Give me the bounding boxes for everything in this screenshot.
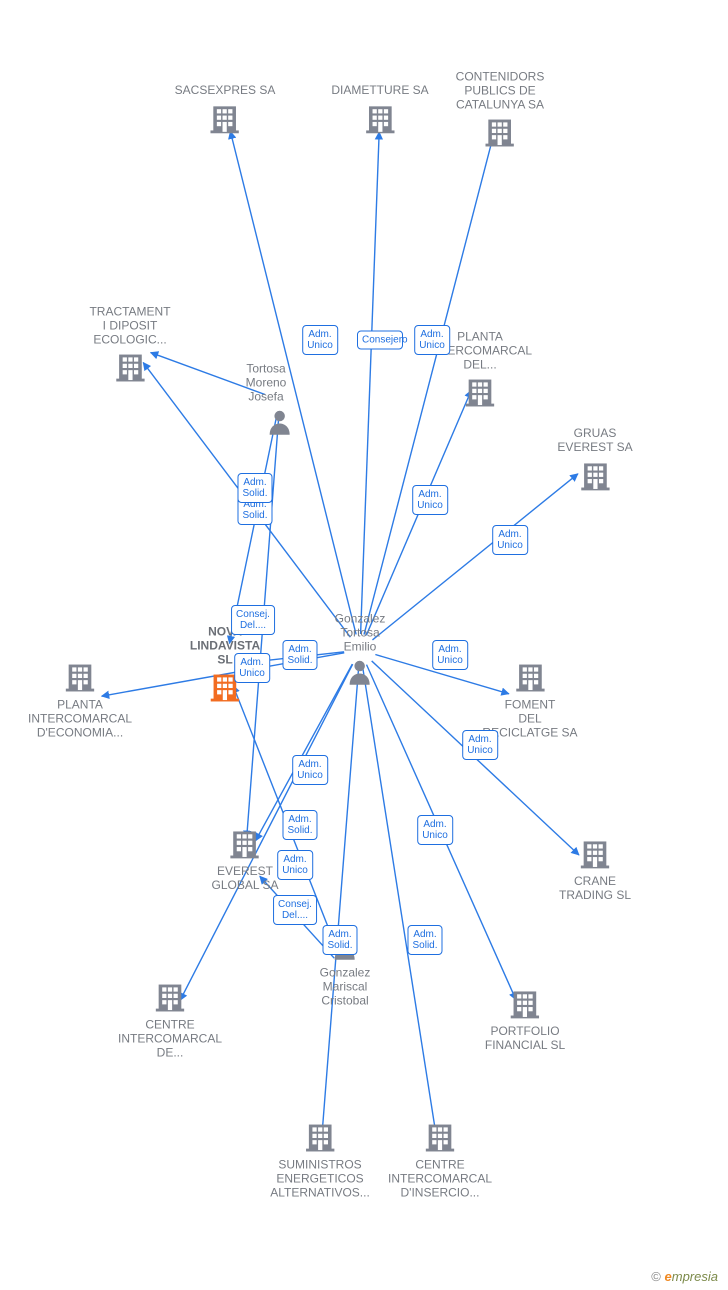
- edge-label: Adm. Solid.: [407, 925, 442, 955]
- building-icon: [89, 351, 170, 385]
- person-icon: [260, 408, 301, 438]
- edge-label: Adm. Solid.: [282, 640, 317, 670]
- company-node-contenidors[interactable]: CONTENIDORS PUBLICS DE CATALUNYA SA: [456, 70, 545, 149]
- person-node-gonzalez_emilio[interactable]: Gonzalez Tortosa Emilio: [335, 612, 386, 687]
- edge-label: Consej. Del....: [273, 895, 317, 925]
- node-label: Gonzalez Tortosa Emilio: [335, 612, 386, 653]
- edge-label: Adm. Solid.: [237, 473, 272, 503]
- company-node-diametture[interactable]: DIAMETTURE SA: [331, 84, 428, 136]
- building-icon: [428, 376, 532, 410]
- node-label: Gonzalez Mariscal Cristobal: [320, 966, 371, 1007]
- edge-label: Adm. Solid.: [322, 925, 357, 955]
- node-label: PLANTA INTERCOMARCAL D'ECONOMIA...: [28, 698, 132, 739]
- node-label: PORTFOLIO FINANCIAL SL: [485, 1025, 565, 1053]
- footer-credit: © empresia: [651, 1269, 718, 1284]
- building-icon: [482, 660, 577, 694]
- node-label: GRUAS EVEREST SA: [557, 427, 632, 455]
- building-icon: [118, 980, 222, 1014]
- node-label: TRACTAMENT I DIPOSIT ECOLOGIC...: [89, 305, 170, 346]
- building-icon: [388, 1120, 492, 1154]
- company-node-planta_eco[interactable]: PLANTA INTERCOMARCAL D'ECONOMIA...: [28, 660, 132, 739]
- company-node-suministros[interactable]: SUMINISTROS ENERGETICOS ALTERNATIVOS...: [270, 1120, 370, 1199]
- company-node-foment[interactable]: FOMENT DEL RECICLATGE SA: [482, 660, 577, 739]
- edge-label: Adm. Unico: [414, 325, 450, 355]
- edge-label: Adm. Unico: [417, 815, 453, 845]
- company-node-centre_de[interactable]: CENTRE INTERCOMARCAL DE...: [118, 980, 222, 1059]
- diagram-canvas: SACSEXPRES SA DIAMETTURE SA CONTENIDORS …: [0, 0, 728, 1290]
- edge-label: Adm. Unico: [432, 640, 468, 670]
- company-node-portfolio[interactable]: PORTFOLIO FINANCIAL SL: [485, 987, 565, 1053]
- edge-label: Consej. Del....: [231, 605, 275, 635]
- edge-label: Adm. Unico: [292, 755, 328, 785]
- edge-label: Adm. Unico: [302, 325, 338, 355]
- node-label: CRANE TRADING SL: [559, 875, 631, 903]
- edge-line: [362, 666, 436, 1138]
- building-icon: [175, 102, 276, 136]
- person-icon: [335, 658, 386, 688]
- node-label: DIAMETTURE SA: [331, 84, 428, 98]
- building-icon: [270, 1120, 370, 1154]
- building-icon: [557, 459, 632, 493]
- edge-label: Adm. Unico: [277, 850, 313, 880]
- company-node-centre_ins[interactable]: CENTRE INTERCOMARCAL D'INSERCIO...: [388, 1120, 492, 1199]
- building-icon: [212, 827, 279, 861]
- person-node-tortosa_josefa[interactable]: Tortosa Moreno Josefa: [260, 362, 301, 437]
- building-icon: [28, 660, 132, 694]
- node-label: EVEREST GLOBAL SA: [212, 865, 279, 893]
- node-label: SACSEXPRES SA: [175, 84, 276, 98]
- edge-label: Adm. Unico: [412, 485, 448, 515]
- company-node-everest_global[interactable]: EVEREST GLOBAL SA: [212, 827, 279, 893]
- brand-first-letter: e: [665, 1269, 672, 1284]
- node-label: CENTRE INTERCOMARCAL D'INSERCIO...: [388, 1158, 492, 1199]
- node-label: Tortosa Moreno Josefa: [246, 362, 287, 403]
- edge-label: Adm. Unico: [492, 525, 528, 555]
- node-label: SUMINISTROS ENERGETICOS ALTERNATIVOS...: [270, 1158, 370, 1199]
- company-node-tractament[interactable]: TRACTAMENT I DIPOSIT ECOLOGIC...: [89, 305, 170, 384]
- node-label: CENTRE INTERCOMARCAL DE...: [118, 1018, 222, 1059]
- company-node-sacsexpres[interactable]: SACSEXPRES SA: [175, 84, 276, 136]
- building-icon: [559, 837, 631, 871]
- edge-label: Adm. Solid.: [282, 810, 317, 840]
- edge-label: Consejero: [357, 331, 403, 350]
- building-icon: [485, 987, 565, 1021]
- company-node-crane[interactable]: CRANE TRADING SL: [559, 837, 631, 903]
- building-icon: [331, 102, 428, 136]
- edge-label: Adm. Unico: [234, 653, 270, 683]
- edge-line: [372, 474, 577, 640]
- edge-line: [361, 132, 380, 634]
- edge-line: [322, 666, 359, 1138]
- copyright-symbol: ©: [651, 1269, 661, 1284]
- edge-label: Adm. Unico: [462, 730, 498, 760]
- brand-rest: mpresia: [672, 1269, 718, 1284]
- node-label: CONTENIDORS PUBLICS DE CATALUNYA SA: [456, 70, 545, 111]
- company-node-gruas[interactable]: GRUAS EVEREST SA: [557, 427, 632, 493]
- building-icon: [456, 116, 545, 150]
